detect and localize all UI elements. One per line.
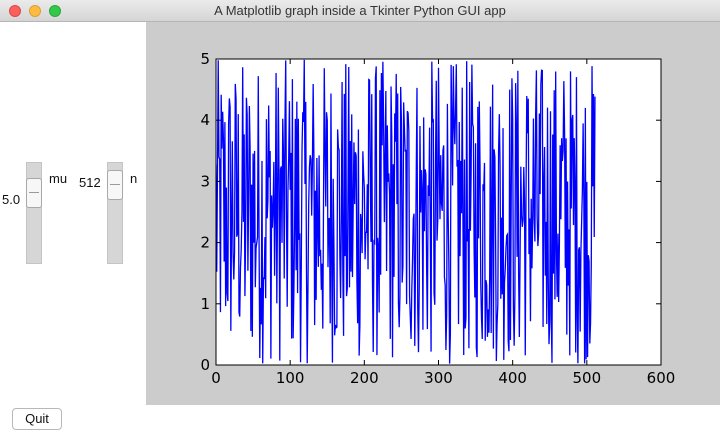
series-line	[216, 59, 596, 364]
n-slider[interactable]	[107, 162, 123, 264]
y-tick-label: 3	[200, 172, 210, 190]
y-tick-label: 1	[200, 295, 210, 313]
window-title: A Matplotlib graph inside a Tkinter Pyth…	[214, 3, 506, 18]
y-tick-label: 2	[200, 234, 210, 252]
y-tick-label: 5	[200, 50, 210, 68]
n-label: n	[130, 171, 138, 186]
mu-slider[interactable]	[26, 162, 42, 264]
x-tick-label: 300	[424, 369, 453, 387]
x-tick-label: 600	[647, 369, 676, 387]
mu-value: 5.0	[2, 192, 21, 207]
maximize-window-button[interactable]	[49, 5, 61, 17]
quit-button[interactable]: Quit	[12, 408, 62, 430]
x-tick-label: 0	[211, 369, 221, 387]
x-tick-label: 200	[350, 369, 379, 387]
bottom-bar: Quit	[0, 405, 720, 434]
window-titlebar: A Matplotlib graph inside a Tkinter Pyth…	[0, 0, 720, 22]
x-tick-label: 400	[498, 369, 527, 387]
n-slider-thumb[interactable]	[107, 170, 123, 200]
minimize-window-button[interactable]	[29, 5, 41, 17]
controls-panel: 5.0 mu 512 n	[0, 22, 146, 405]
x-tick-label: 100	[276, 369, 305, 387]
x-tick-label: 500	[573, 369, 602, 387]
line-chart: 0 100 200 300 400 500 600 0 1 2 3 4 5	[200, 50, 676, 387]
y-tick-label: 4	[200, 111, 210, 129]
plot-canvas: 0 100 200 300 400 500 600 0 1 2 3 4 5	[146, 22, 720, 405]
close-window-button[interactable]	[9, 5, 21, 17]
n-value: 512	[79, 175, 101, 190]
mu-label: mu	[49, 171, 68, 186]
y-tick-label: 0	[200, 356, 210, 374]
mu-slider-thumb[interactable]	[26, 178, 42, 209]
